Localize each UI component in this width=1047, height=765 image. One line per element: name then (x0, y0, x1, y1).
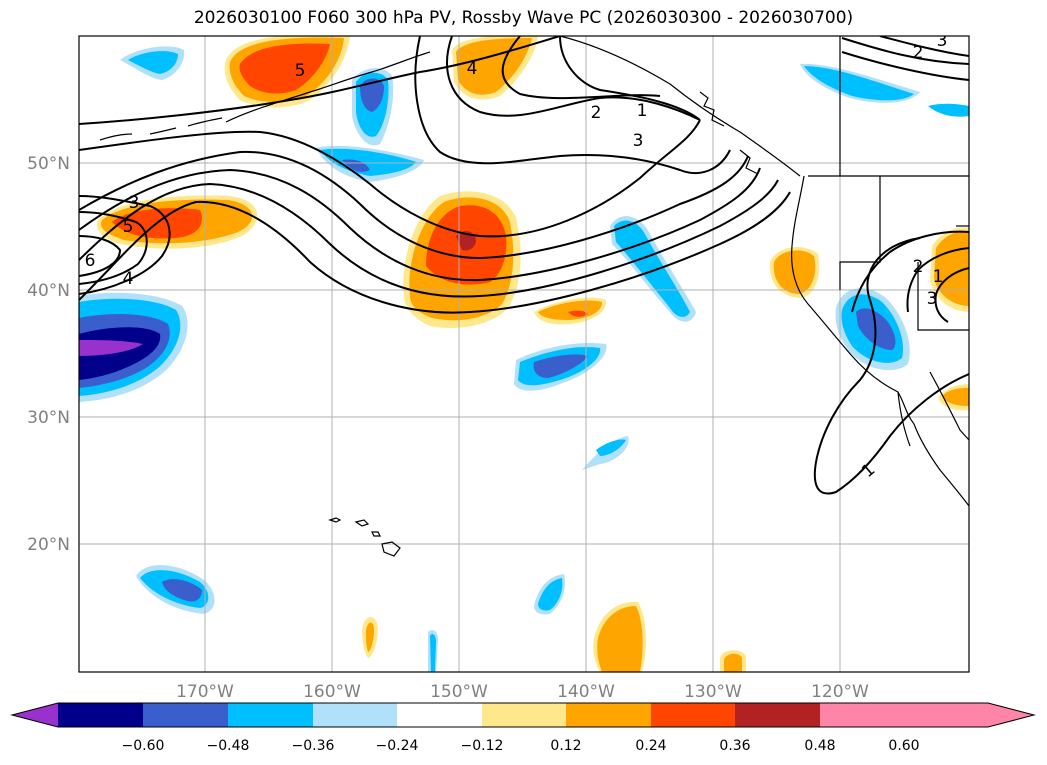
contour-label: 4 (467, 59, 478, 79)
contour-label: 5 (295, 61, 306, 81)
colorbar-swatch (228, 703, 313, 727)
lat-label: 40°N (27, 281, 70, 301)
lat-label: 30°N (27, 408, 70, 428)
colorbar-swatch (566, 703, 651, 727)
colorbar: −0.60 −0.48 −0.36 −0.24 −0.12 0.12 0.24 … (10, 702, 1036, 754)
contour-label: 1 (637, 101, 648, 121)
plot-title: 2026030100 F060 300 hPa PV, Rossby Wave … (193, 8, 854, 28)
lon-label: 140°W (557, 682, 615, 702)
contour-label: 3 (937, 31, 948, 51)
negative-anomalies (79, 46, 969, 672)
colorbar-tick-label: 0.48 (804, 738, 835, 754)
colorbar-tick-label: 0.60 (888, 738, 919, 754)
colorbar-swatch (735, 703, 820, 727)
coastlines (99, 36, 969, 557)
colorbar-min-extension (12, 703, 58, 727)
contour-label: 6 (85, 251, 96, 271)
colorbar-max-extension (904, 703, 1034, 727)
colorbar-tick-label: −0.12 (461, 738, 504, 754)
colorbar-tick-label: −0.60 (122, 738, 165, 754)
colorbar-swatch (397, 703, 482, 727)
lon-label: 150°W (430, 682, 488, 702)
colorbar-outline (10, 702, 1036, 728)
lat-label: 20°N (27, 535, 70, 555)
colorbar-swatch (482, 703, 566, 727)
colorbar-swatch (143, 703, 228, 727)
colorbar-tick-label: −0.48 (207, 738, 250, 754)
colorbar-tick-label: 0.12 (550, 738, 581, 754)
colorbar-swatch (651, 703, 735, 727)
colorbar-swatch (58, 703, 143, 727)
colorbar-tick-label: 0.24 (635, 738, 666, 754)
contour-label: 5 (123, 217, 134, 237)
contour-label: 4 (123, 269, 134, 289)
lon-label: 170°W (176, 682, 234, 702)
lon-label: 130°W (684, 682, 742, 702)
contour-label: 3 (129, 193, 140, 213)
contours (79, 36, 969, 495)
colorbar-tick-label: 0.36 (719, 738, 750, 754)
colorbar-swatch (820, 703, 904, 727)
contour-label: 2 (591, 103, 602, 123)
colorbar-tick-label: −0.24 (376, 738, 419, 754)
colorbar-swatch (313, 703, 397, 727)
graticule (79, 36, 969, 672)
lon-label: 160°W (303, 682, 361, 702)
map-frame (78, 35, 970, 673)
contour-label: 3 (633, 131, 644, 151)
contour-label: 1 (933, 267, 944, 287)
contour-label: 1 (858, 460, 879, 482)
colorbar-tick-label: −0.36 (292, 738, 335, 754)
lat-label: 50°N (27, 154, 70, 174)
contour-label: 2 (913, 257, 924, 277)
contour-label: 2 (913, 43, 924, 63)
longitude-labels: 170°W 160°W 150°W 140°W 130°W 120°W (176, 682, 869, 702)
lon-label: 120°W (811, 682, 869, 702)
latitude-labels: 50°N 40°N 30°N 20°N (27, 154, 70, 555)
contour-label: 3 (927, 289, 938, 309)
